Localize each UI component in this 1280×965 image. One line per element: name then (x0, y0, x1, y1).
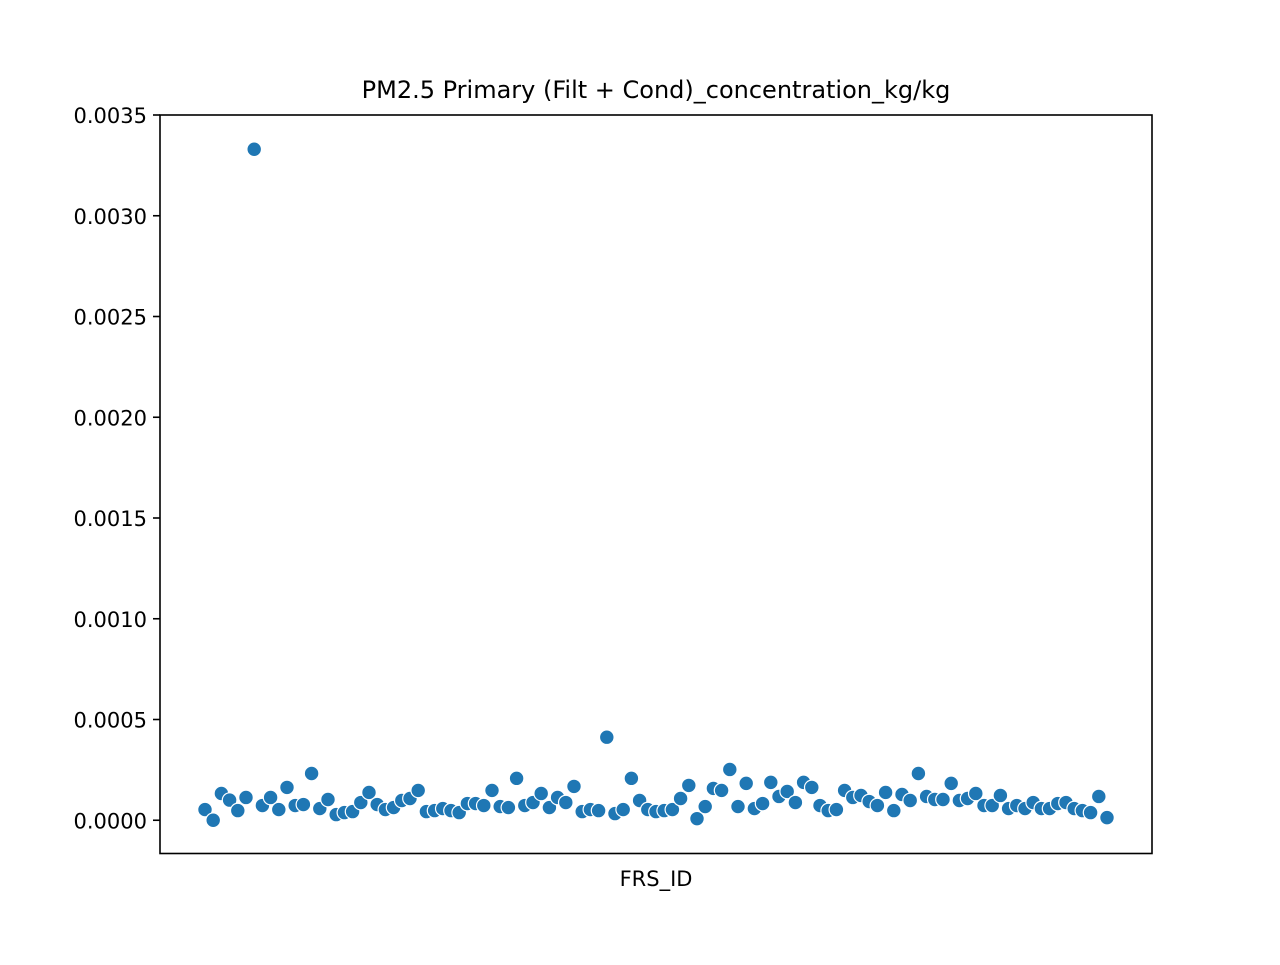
data-point (713, 782, 730, 799)
data-point (992, 787, 1009, 804)
data-point (869, 797, 886, 814)
data-point (623, 770, 640, 787)
y-tick-label: 0.0025 (74, 306, 147, 330)
data-point (557, 794, 574, 811)
data-point (303, 765, 320, 782)
y-tick-label: 0.0000 (74, 809, 147, 833)
data-point (779, 783, 796, 800)
data-point (484, 782, 500, 799)
y-tick-label: 0.0015 (74, 507, 147, 531)
data-point (361, 784, 377, 801)
data-point (935, 791, 951, 808)
data-point (615, 801, 632, 818)
y-tick-label: 0.0010 (74, 608, 147, 632)
data-point (221, 792, 238, 809)
data-point (738, 775, 755, 792)
data-point (1099, 809, 1115, 826)
data-point (262, 789, 279, 806)
y-axis: 0.0000 0.0005 0.0010 0.0015 0.0020 0.0025 0.00… (74, 104, 160, 833)
data-point (533, 785, 550, 802)
data-point (229, 802, 246, 819)
data-point (680, 777, 697, 794)
data-point (803, 779, 820, 796)
data-point (730, 798, 746, 815)
data-point (664, 801, 681, 818)
data-point (270, 801, 287, 818)
data-point (279, 779, 295, 796)
data-point (1090, 788, 1107, 805)
y-tick-label: 0.0030 (74, 205, 147, 229)
data-point (246, 141, 263, 158)
y-tick-label: 0.0020 (74, 406, 147, 430)
data-point (410, 782, 427, 799)
y-tick-label: 0.0035 (74, 104, 147, 128)
data-point (885, 802, 902, 819)
data-point (672, 790, 689, 807)
data-point (566, 778, 582, 795)
data-point (721, 761, 738, 778)
data-point (197, 801, 213, 818)
data-point (902, 792, 919, 809)
data-points (197, 141, 1115, 829)
data-point (598, 729, 615, 746)
y-tick-label: 0.0005 (74, 709, 147, 733)
x-axis-label: FRS_ID (620, 867, 693, 892)
data-point (828, 801, 845, 818)
data-point (967, 785, 984, 802)
data-point (877, 784, 894, 801)
data-point (295, 796, 312, 813)
data-point (1082, 804, 1099, 821)
data-point (762, 774, 779, 791)
data-point (508, 770, 525, 787)
data-point (697, 798, 714, 815)
plot-area-frame (159, 114, 1153, 855)
data-point (689, 810, 705, 827)
data-point (910, 765, 927, 782)
data-point (320, 791, 336, 808)
data-point (754, 795, 771, 812)
chart-title: PM2.5 Primary (Filt + Cond)_concentratio… (362, 76, 951, 104)
data-point (238, 789, 254, 806)
data-point (205, 812, 222, 829)
data-point (590, 802, 607, 819)
data-point (500, 799, 517, 816)
data-point (787, 794, 804, 811)
data-point (943, 775, 960, 792)
data-point (475, 797, 492, 814)
